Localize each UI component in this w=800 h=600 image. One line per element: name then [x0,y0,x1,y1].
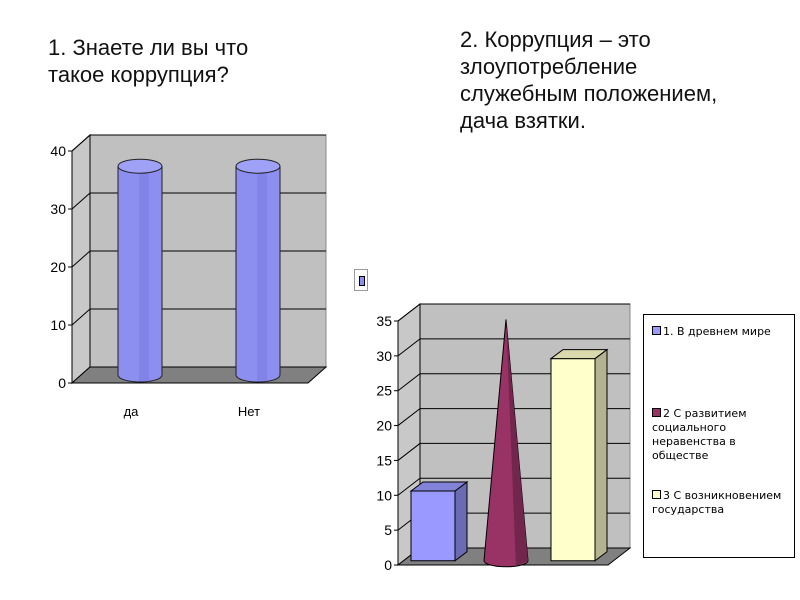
legend-label-3: 3 С возникновением государства [652,489,782,516]
chart2-legend: 1. В древнем мире 2 С развитием социальн… [643,314,795,558]
chart1-y-tick-label: 0 [58,375,66,391]
chart1-bar-top [235,158,281,174]
legend-item-1: 1. В древнем мире [652,325,794,339]
chart2-bar-front [410,490,456,562]
chart2-y-tick-label: 10 [376,487,392,503]
chart2-cone-shade [506,319,528,567]
chart1-bar-2 [235,158,281,383]
chart1-category-label: Нет [238,404,260,419]
question-1-heading: 1. Знаете ли вы что такое коррупция? [48,35,249,87]
question-2-heading: 2. Коррупция – это злоупотребление служе… [460,27,718,133]
chart2-gridline [397,338,630,357]
chart2-y-tick-label: 35 [376,313,392,329]
chart2-gridline [397,303,630,322]
chart1-gridline [71,134,326,152]
chart2-bar-side [454,481,468,562]
chart2-bar-top [549,349,609,360]
chart2-bar-front [550,358,596,562]
chart2-y-tick-label: 15 [376,452,392,468]
chart2-bar-top [409,481,469,492]
chart1-bar-1 [117,158,163,383]
chart2-bar-3 [549,348,609,562]
legend-label-2: 2 С развитием социального неравенства в … [652,407,747,462]
legend-label-1: 1. В древнем мире [663,325,771,338]
chart2-bar-2 [483,319,529,568]
legend-swatch-3 [652,490,661,499]
chart2-y-tick-label: 30 [376,348,392,364]
chart1-y-tick-label: 20 [50,259,66,275]
legend-item-3: 3 С возникновением государства [652,489,794,517]
chart2-y-tick-label: 0 [384,557,392,573]
legend-swatch-1 [652,326,661,335]
chart2-bar-side [594,348,608,562]
chart2-y-tick-label: 25 [376,383,392,399]
chart2-y-tick-label: 5 [384,522,392,538]
chart-key-marker [354,269,368,291]
chart1-category-label: да [124,404,140,419]
chart1-y-tick-label: 40 [50,143,66,159]
chart2-y-tick-label: 20 [376,418,392,434]
chart1-y-tick-label: 10 [50,317,66,333]
legend-swatch-2 [652,408,661,417]
legend-item-2: 2 С развитием социального неравенства в … [652,407,794,463]
chart2-bar-1 [409,481,469,562]
chart1-y-tick-label: 30 [50,201,66,217]
chart1-bar-top [117,158,163,174]
chart1-bar-body [235,165,281,383]
chart1-bar-body [117,165,163,383]
